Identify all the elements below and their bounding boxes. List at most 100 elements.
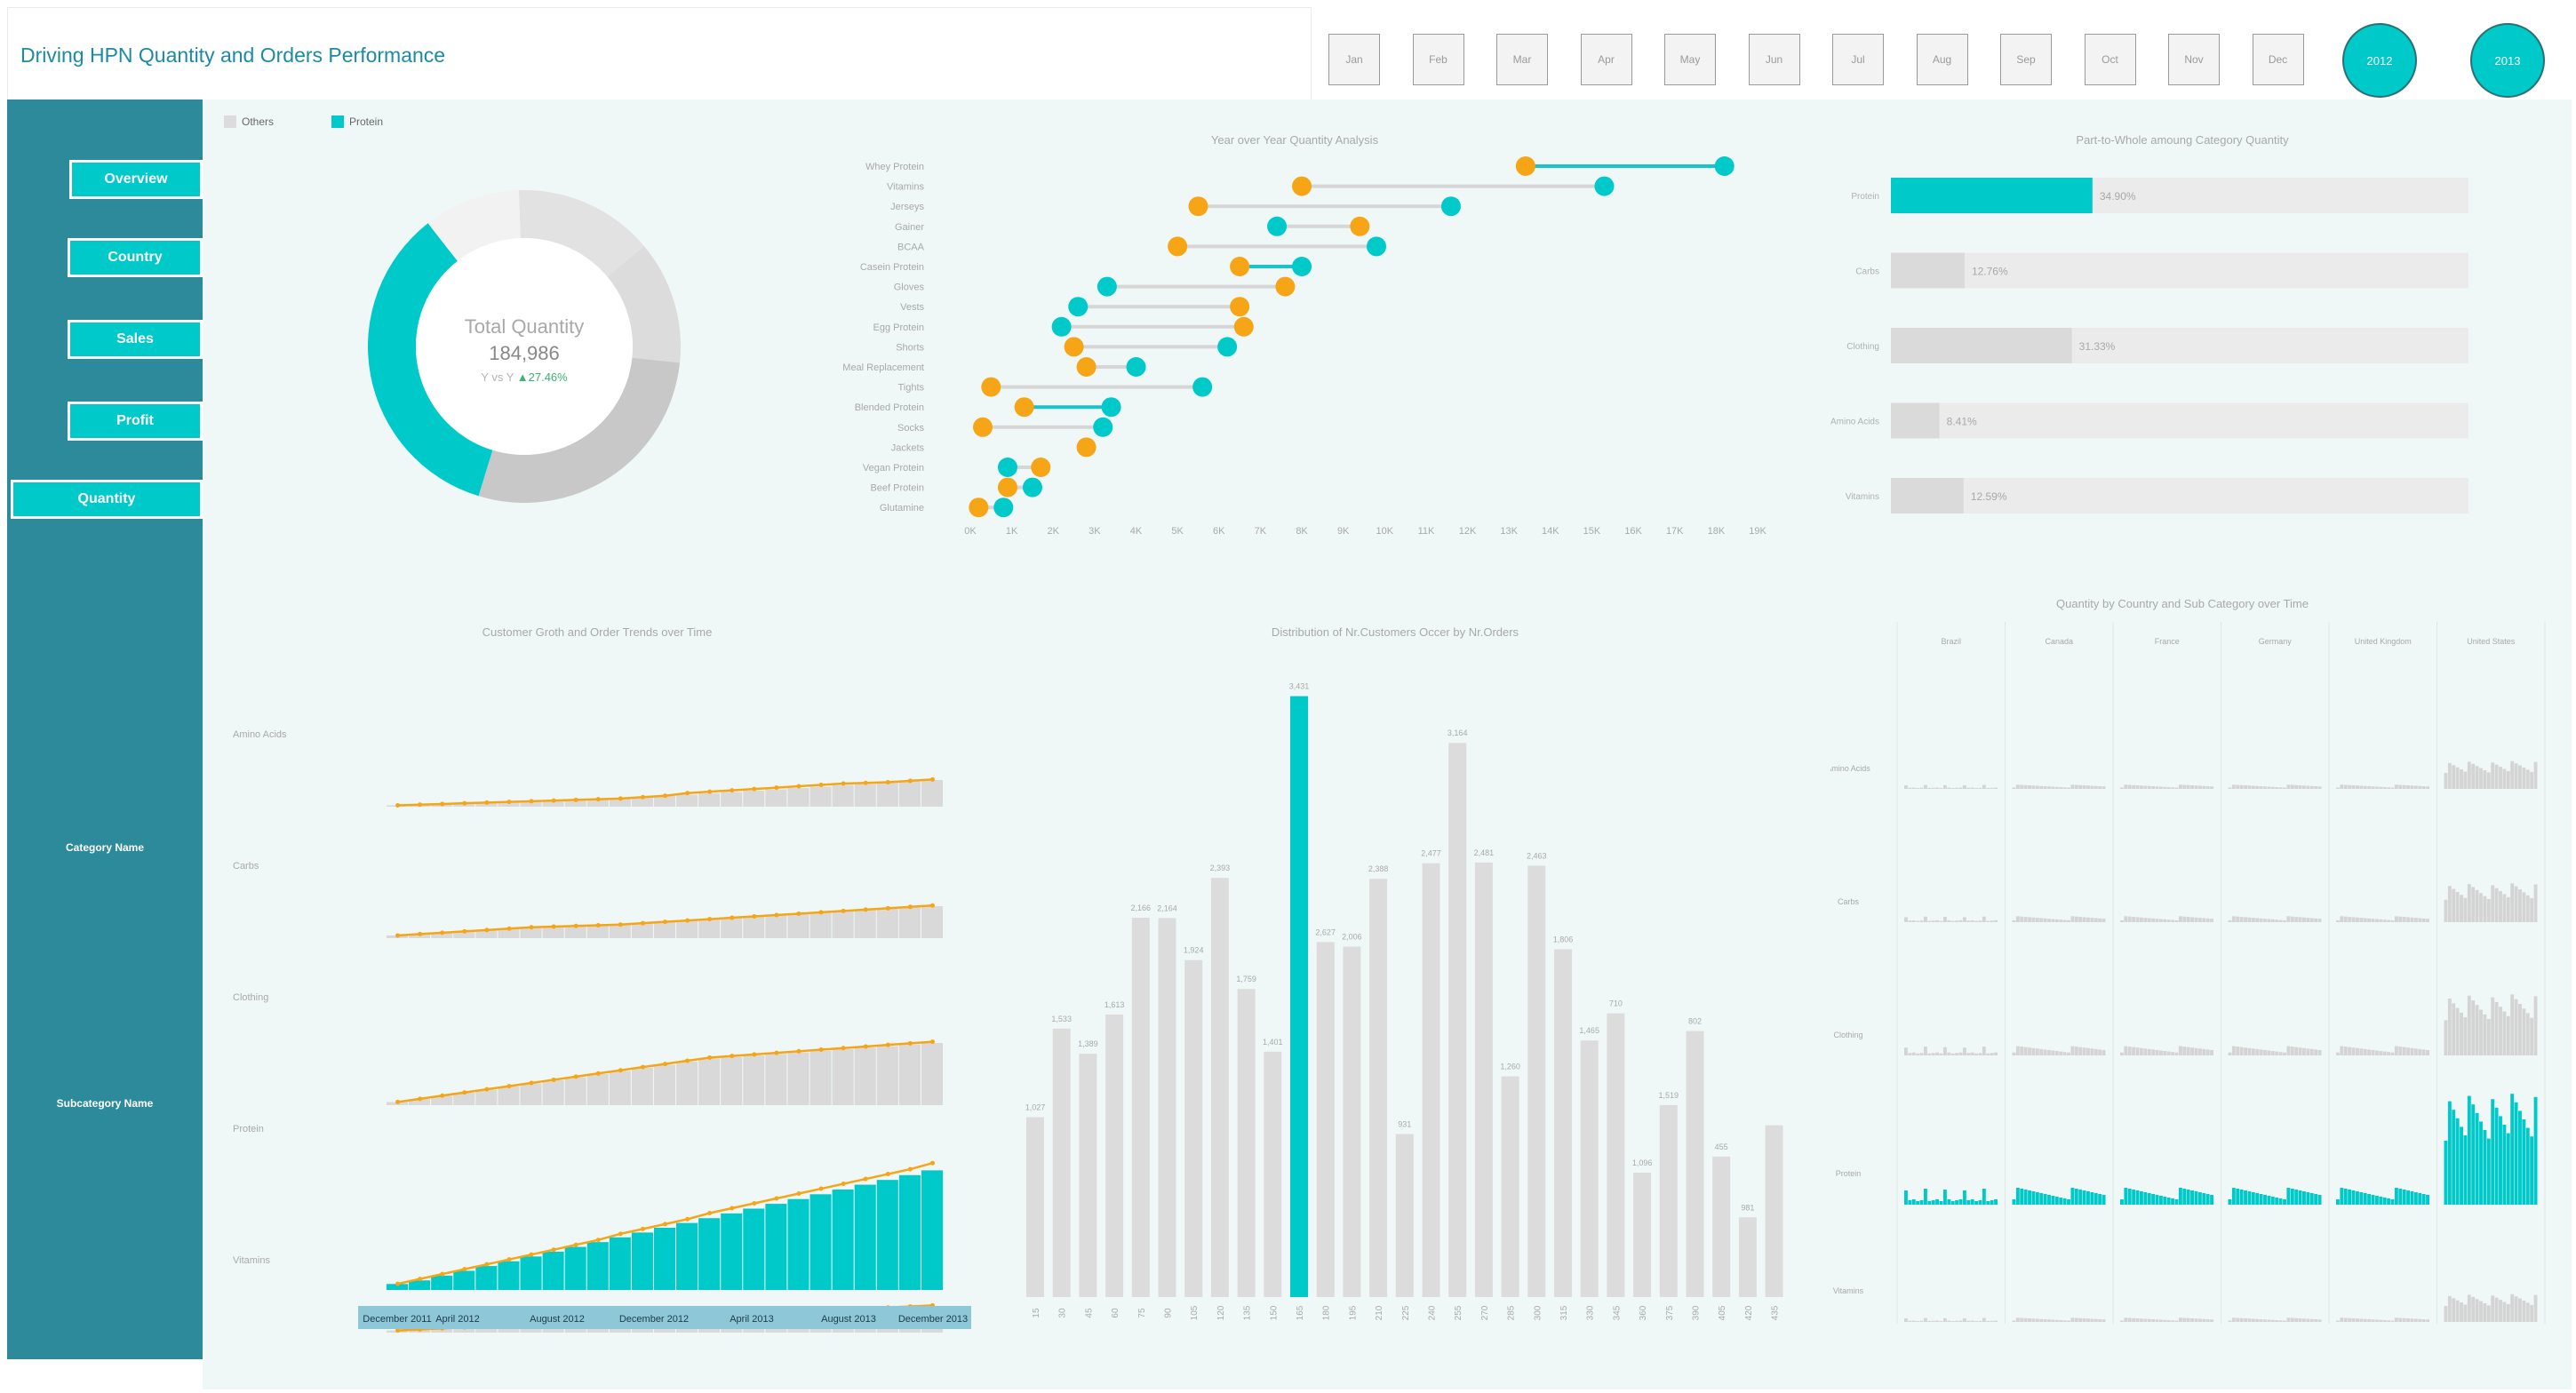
distribution-bar[interactable] bbox=[1712, 1156, 1731, 1297]
small-multiple-bar[interactable] bbox=[1970, 1320, 1974, 1323]
small-multiple-bar[interactable] bbox=[2533, 1294, 2538, 1322]
small-multiple-bar[interactable] bbox=[2267, 786, 2271, 790]
dumbbell-point-2013[interactable] bbox=[1192, 377, 1213, 397]
small-multiple-bar[interactable] bbox=[1919, 1320, 1924, 1322]
small-multiple-bar[interactable] bbox=[1904, 1190, 1908, 1205]
small-multiple-bar[interactable] bbox=[2012, 919, 2016, 922]
small-multiple-bar[interactable] bbox=[2483, 1303, 2487, 1322]
small-multiple-bar[interactable] bbox=[2132, 1047, 2136, 1055]
dumbbell-point-2012[interactable] bbox=[1031, 458, 1051, 477]
distribution-bar[interactable] bbox=[1237, 989, 1256, 1297]
trend-bar[interactable] bbox=[609, 799, 631, 807]
small-multiple-bar[interactable] bbox=[1942, 917, 1947, 922]
small-multiple-bar[interactable] bbox=[2306, 1318, 2310, 1323]
small-multiple-bar[interactable] bbox=[2471, 763, 2476, 789]
small-multiple-bar[interactable] bbox=[2186, 1317, 2190, 1322]
distribution-bar[interactable] bbox=[1105, 1015, 1124, 1297]
trend-bar[interactable] bbox=[431, 1275, 453, 1290]
small-multiple-bar[interactable] bbox=[1923, 1047, 1927, 1055]
small-multiple-bar[interactable] bbox=[2452, 1298, 2456, 1322]
small-multiple-bar[interactable] bbox=[1931, 920, 1935, 922]
small-multiple-bar[interactable] bbox=[2340, 784, 2344, 789]
small-multiple-bar[interactable] bbox=[2486, 1305, 2491, 1322]
distribution-bar[interactable] bbox=[1474, 862, 1493, 1297]
small-multiple-bar[interactable] bbox=[2174, 787, 2179, 790]
part-whole-bar[interactable] bbox=[1891, 178, 2093, 213]
small-multiple-bar[interactable] bbox=[2020, 1047, 2024, 1055]
small-multiple-bar[interactable] bbox=[2398, 1047, 2403, 1055]
small-multiple-bar[interactable] bbox=[2410, 785, 2414, 789]
trend-bar[interactable] bbox=[586, 925, 609, 938]
small-multiple-bar[interactable] bbox=[1916, 920, 1920, 922]
small-multiple-bar[interactable] bbox=[1990, 1320, 1994, 1322]
small-multiple-bar[interactable] bbox=[2283, 1052, 2286, 1055]
nav-country-button[interactable]: Country bbox=[68, 238, 203, 277]
trend-point[interactable] bbox=[885, 1172, 890, 1177]
trend-point[interactable] bbox=[484, 1087, 490, 1092]
trend-bar[interactable] bbox=[586, 1074, 609, 1105]
small-multiple-bar[interactable] bbox=[2194, 1047, 2198, 1055]
small-multiple-bar[interactable] bbox=[2023, 1190, 2028, 1205]
small-multiple-bar[interactable] bbox=[2374, 1196, 2379, 1205]
small-multiple-bar[interactable] bbox=[2317, 1195, 2322, 1205]
trend-bar[interactable] bbox=[631, 1068, 653, 1105]
dumbbell-point-2012[interactable] bbox=[1275, 276, 1296, 297]
small-multiple-bar[interactable] bbox=[1994, 1052, 1998, 1055]
small-multiple-bar[interactable] bbox=[2306, 1192, 2310, 1205]
trend-point[interactable] bbox=[663, 1222, 667, 1227]
small-multiple-bar[interactable] bbox=[2371, 786, 2375, 789]
small-multiple-bar[interactable] bbox=[2047, 1049, 2051, 1055]
trend-bar[interactable] bbox=[475, 1089, 498, 1106]
small-multiple-bar[interactable] bbox=[2051, 1319, 2055, 1323]
trend-point[interactable] bbox=[752, 786, 757, 792]
small-multiple-bar[interactable] bbox=[2259, 918, 2263, 922]
trend-bar[interactable] bbox=[609, 1237, 631, 1290]
small-multiple-bar[interactable] bbox=[2525, 769, 2530, 789]
trend-point[interactable] bbox=[529, 1080, 534, 1086]
small-multiple-bar[interactable] bbox=[2471, 887, 2476, 922]
month-button-dec[interactable]: Dec bbox=[2252, 34, 2304, 85]
small-multiple-bar[interactable] bbox=[2530, 771, 2534, 789]
small-multiple-bar[interactable] bbox=[1970, 787, 1974, 790]
small-multiple-bar[interactable] bbox=[2351, 1047, 2356, 1055]
small-multiple-bar[interactable] bbox=[2270, 919, 2275, 922]
small-multiple-bar[interactable] bbox=[2015, 1188, 2020, 1205]
small-multiple-bar[interactable] bbox=[2093, 1318, 2098, 1322]
small-multiple-bar[interactable] bbox=[2120, 1052, 2124, 1055]
small-multiple-bar[interactable] bbox=[2410, 1318, 2414, 1322]
small-multiple-bar[interactable] bbox=[2486, 1019, 2491, 1055]
small-multiple-bar[interactable] bbox=[2475, 766, 2479, 789]
small-multiple-bar[interactable] bbox=[2533, 996, 2538, 1055]
trend-point[interactable] bbox=[707, 917, 713, 922]
trend-bar[interactable] bbox=[453, 1270, 475, 1290]
trend-point[interactable] bbox=[529, 799, 534, 804]
small-multiple-bar[interactable] bbox=[2309, 1048, 2314, 1055]
small-multiple-bar[interactable] bbox=[2390, 1052, 2395, 1055]
small-multiple-bar[interactable] bbox=[2371, 919, 2375, 922]
small-multiple-bar[interactable] bbox=[1982, 1317, 1986, 1323]
small-multiple-bar[interactable] bbox=[2197, 918, 2202, 922]
small-multiple-bar[interactable] bbox=[2210, 1319, 2213, 1322]
small-multiple-bar[interactable] bbox=[2186, 1047, 2190, 1055]
small-multiple-bar[interactable] bbox=[2278, 787, 2283, 789]
small-multiple-bar[interactable] bbox=[2426, 1049, 2429, 1055]
small-multiple-bar[interactable] bbox=[2298, 917, 2302, 922]
small-multiple-bar[interactable] bbox=[2190, 1318, 2195, 1322]
trend-point[interactable] bbox=[752, 914, 757, 919]
small-multiple-bar[interactable] bbox=[1994, 787, 1998, 790]
small-multiple-bar[interactable] bbox=[1947, 787, 1951, 790]
small-multiple-bar[interactable] bbox=[1970, 1052, 1974, 1055]
small-multiple-bar[interactable] bbox=[1962, 917, 1966, 922]
small-multiple-bar[interactable] bbox=[2255, 785, 2260, 789]
trend-bar[interactable] bbox=[564, 1077, 586, 1106]
small-multiple-bar[interactable] bbox=[2298, 1047, 2302, 1055]
small-multiple-bar[interactable] bbox=[2533, 1096, 2538, 1205]
small-multiple-bar[interactable] bbox=[2143, 1048, 2148, 1055]
small-multiple-bar[interactable] bbox=[2202, 1318, 2206, 1322]
small-multiple-bar[interactable] bbox=[2390, 787, 2395, 790]
trend-bar[interactable] bbox=[921, 906, 943, 938]
small-multiple-bar[interactable] bbox=[2530, 1304, 2534, 1322]
small-multiple-bar[interactable] bbox=[2452, 1003, 2456, 1055]
small-multiple-bar[interactable] bbox=[2155, 919, 2159, 922]
small-multiple-bar[interactable] bbox=[2283, 1320, 2286, 1323]
